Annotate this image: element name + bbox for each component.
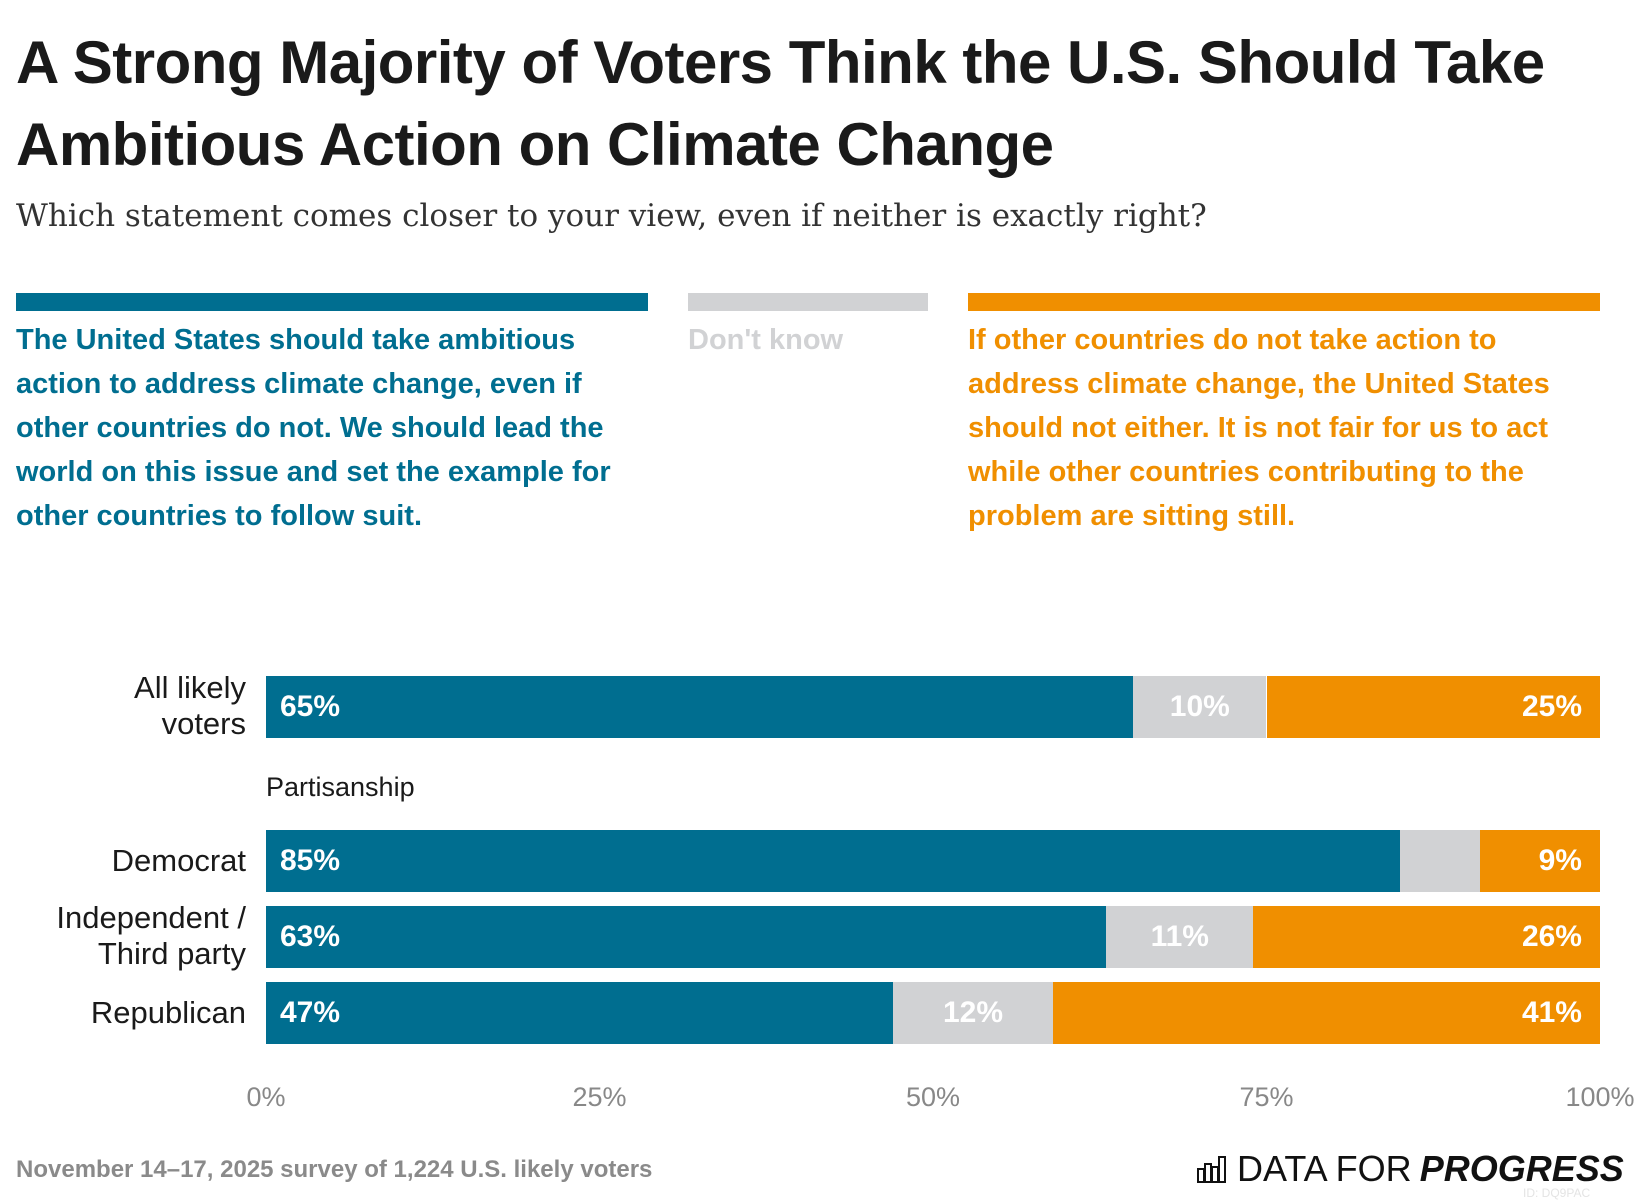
data-label: 63%: [280, 920, 341, 953]
bar-segment-dont-know: 12%: [892, 982, 1054, 1044]
data-label: 47%: [280, 996, 341, 1029]
subtitle: Which statement comes closer to your vie…: [16, 198, 1207, 234]
legend-swatch-dont-know: [688, 293, 928, 311]
x-tick-label: 50%: [905, 1082, 961, 1112]
bar-chart-logo-icon: [1197, 1156, 1226, 1183]
page-title: A Strong Majority of Voters Think the U.…: [16, 29, 1545, 178]
group-label: Partisanship: [266, 772, 415, 802]
bar-segment-dont-know: 11%: [1106, 906, 1254, 968]
bar-segment-not-either: 41%: [1053, 982, 1600, 1044]
bar-segment-dont-know: 10%: [1133, 676, 1267, 738]
bar-segment-not-either: 26%: [1253, 906, 1600, 968]
data-label: 26%: [1521, 920, 1582, 953]
logo: DATA FOR PROGRESS: [1197, 1148, 1624, 1190]
data-label: 65%: [280, 690, 341, 723]
legend-not-either: If other countries do not take action to…: [968, 324, 1550, 532]
chart-id: ID: DQ9PAC: [1523, 1186, 1591, 1200]
logo-text-bold: PROGRESS: [1419, 1148, 1624, 1189]
x-tick-label: 100%: [1565, 1082, 1635, 1112]
bar-segment-not-either: 9%: [1479, 830, 1600, 892]
row-label-republican: Republican: [90, 995, 246, 1030]
row-label-democrat: Democrat: [111, 843, 246, 878]
bar-segment-ambitious: 65%: [266, 676, 1134, 738]
data-label: 12%: [942, 996, 1004, 1029]
x-tick-label: 75%: [1239, 1082, 1294, 1112]
bar-segment-dont-know: [1399, 830, 1480, 892]
legend-swatch-not-either: [968, 293, 1600, 311]
data-label: 41%: [1521, 996, 1582, 1029]
legend-swatch-ambitious: [16, 293, 648, 311]
x-tick-label: 25%: [572, 1082, 627, 1112]
legend-dont-know: Don't know: [688, 324, 844, 356]
logo-text-light: DATA FOR: [1237, 1148, 1412, 1189]
bar-segment-ambitious: 63%: [266, 906, 1107, 968]
bar-segment-ambitious: 47%: [266, 982, 893, 1044]
legend-ambitious: The United States should take ambitious …: [16, 324, 611, 532]
data-label: 10%: [1169, 690, 1230, 723]
row-label-independent: Independent / Third party: [56, 900, 246, 971]
data-label: 25%: [1521, 690, 1582, 723]
x-tick-label: 0%: [246, 1082, 286, 1112]
data-label: 9%: [1538, 844, 1582, 877]
bar-segment-not-either: 25%: [1266, 676, 1600, 738]
bar-segment-ambitious: 85%: [266, 830, 1400, 892]
data-label: 85%: [280, 844, 341, 877]
data-label: 11%: [1150, 920, 1209, 953]
row-label-all: All likely voters: [134, 670, 246, 741]
footer-note: November 14–17, 2025 survey of 1,224 U.S…: [16, 1156, 653, 1183]
